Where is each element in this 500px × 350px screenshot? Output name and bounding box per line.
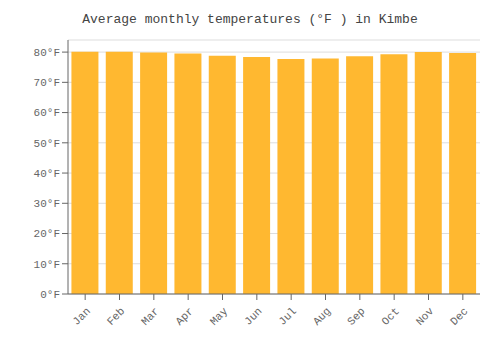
svg-text:20°F: 20°F [34,228,60,240]
svg-text:Nov: Nov [414,305,437,328]
svg-text:Feb: Feb [105,305,127,327]
svg-text:Apr: Apr [173,305,195,327]
svg-text:Mar: Mar [139,305,161,327]
svg-text:May: May [208,305,231,328]
svg-text:Sep: Sep [345,305,367,327]
svg-text:Aug: Aug [311,305,333,327]
html-text:Average monthly temperatures (: Average monthly temperatures (°F ) in Ki… [82,12,418,27]
svg-text:Jun: Jun [242,305,264,327]
svg-text:80°F: 80°F [34,47,60,59]
svg-text:Oct: Oct [379,305,401,327]
svg-text:0°F: 0°F [40,289,60,301]
svg-text:40°F: 40°F [34,168,60,180]
svg-text:Dec: Dec [448,305,470,327]
svg-text:10°F: 10°F [34,259,60,271]
svg-text:70°F: 70°F [34,77,60,89]
svg-text:Jan: Jan [70,305,92,327]
svg-text:50°F: 50°F [34,138,60,150]
svg-text:30°F: 30°F [34,198,60,210]
svg-text:60°F: 60°F [34,107,60,119]
svg-text:Jul: Jul [276,305,298,327]
